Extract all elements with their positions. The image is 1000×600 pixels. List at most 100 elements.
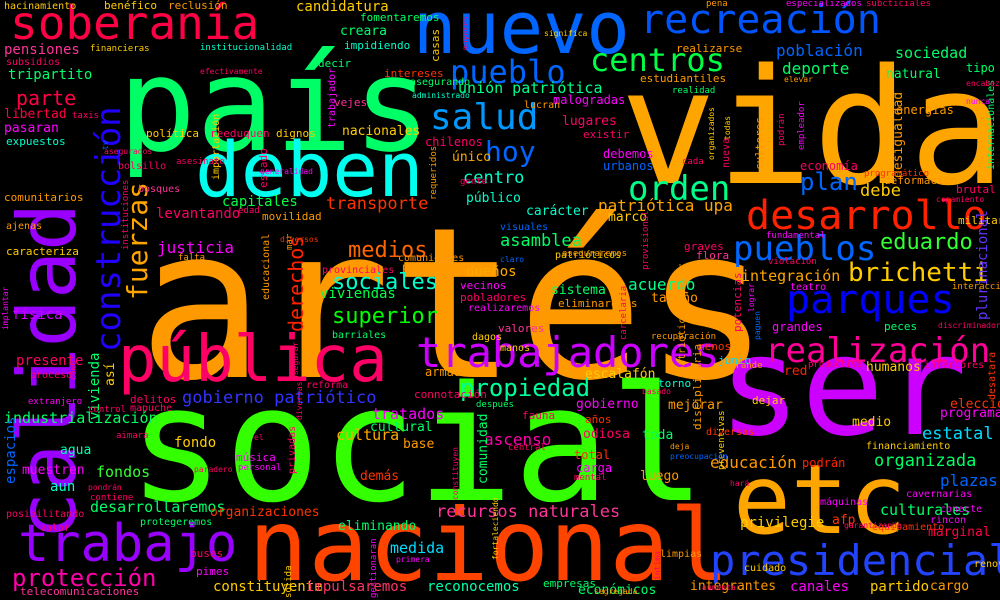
word: soberanía [10,0,260,50]
word: programa [940,406,1000,421]
word: carcelaria [619,285,629,340]
word: máquinas [820,497,869,508]
word: carácter [526,204,589,219]
word: carga [576,461,613,475]
word: presidencial [710,536,1000,585]
word: trabajo [18,514,238,574]
word: potencias [731,272,744,332]
word: discriminador [938,321,1000,330]
word: paguen [753,311,762,340]
word: desarrollo [746,193,987,239]
word: debe [860,181,901,201]
word: mejorar [668,398,723,413]
word: benéfico [104,0,157,12]
word: base [403,437,435,452]
word: lucran [524,100,561,111]
word: económicos [578,583,657,598]
word: propiedad [460,374,591,402]
word: requeridos [429,145,439,200]
word: financiamiento [866,441,951,452]
word: lugares [562,114,617,129]
word: asegurados [104,147,153,156]
word: organizados [707,107,716,160]
word: constituyente [213,579,323,595]
word: fortaleciendo [491,497,500,560]
word: provinciales [322,265,395,276]
word: constituyen [451,447,460,500]
word: derechos [284,235,308,332]
word: ajenas [6,221,43,232]
word: reeduquen [210,127,270,140]
word: aseguraremos [562,249,628,259]
word: institucionalidad [200,43,293,53]
word: paradero [194,465,233,474]
word: encabezado [966,79,1000,88]
word: torno [658,377,692,390]
word: dagos [472,332,503,343]
word: toda [642,428,674,443]
word: conecte [940,504,983,515]
word: aumentar [702,583,741,592]
word: decir [318,57,352,70]
word: buses [190,547,224,560]
word: edad [238,206,260,216]
word: estatal [922,424,994,444]
word: red [784,364,808,379]
word: diversos [280,235,319,244]
word: primera [396,555,430,564]
word: pondrán [88,483,122,492]
word: asesinato [176,157,225,167]
word: dejar [752,394,786,407]
word: generalidad [260,167,313,176]
word: viviendas [320,286,396,302]
word: realizaremos [468,303,541,314]
word: urbanos [603,159,654,173]
word: reconocemos [427,579,520,595]
word: organizada [874,451,977,471]
word: valor [40,523,71,534]
word: privilegie [740,515,825,531]
word: nueva [721,137,732,168]
word: existir [583,128,630,141]
word: gobierno patriótico [182,388,377,408]
word: orden [628,169,731,209]
word: deben [195,125,424,214]
word: intereses [384,67,444,80]
word: luego [640,469,680,484]
word: comunidad [476,413,491,484]
word: renovables [974,559,1000,570]
word: administrado [412,91,470,100]
word: hacinamiento [4,1,77,12]
word: movilidad [262,210,322,223]
word: barriales [332,330,387,341]
word: ascenso [484,430,552,449]
word: realidad [672,86,716,96]
word: economía [800,159,858,173]
word: afp [832,513,856,528]
word: público [466,191,521,206]
word: basado [642,387,671,396]
word: inferiores [924,360,985,371]
word: transporte [326,194,429,214]
word: educación [710,453,797,472]
word: muestren [22,463,85,478]
word: fundamental [766,231,826,241]
word: central [508,443,546,453]
word: peces [884,320,918,333]
word: pública [118,323,388,397]
word: empleador [797,101,807,150]
word: eliminando [338,519,417,534]
word: partido [870,579,930,595]
word: podrán [802,456,846,470]
word: trabajadores [416,328,720,377]
word: asegurando [410,77,471,88]
word: pimes [196,565,230,578]
word: pueblos [733,229,877,269]
word: personal [238,463,282,473]
word: delitos [130,393,177,406]
word: agua [60,443,92,458]
word: empresas [543,577,596,590]
word: trabajador [327,67,338,128]
word: patriótica upa [598,196,733,215]
